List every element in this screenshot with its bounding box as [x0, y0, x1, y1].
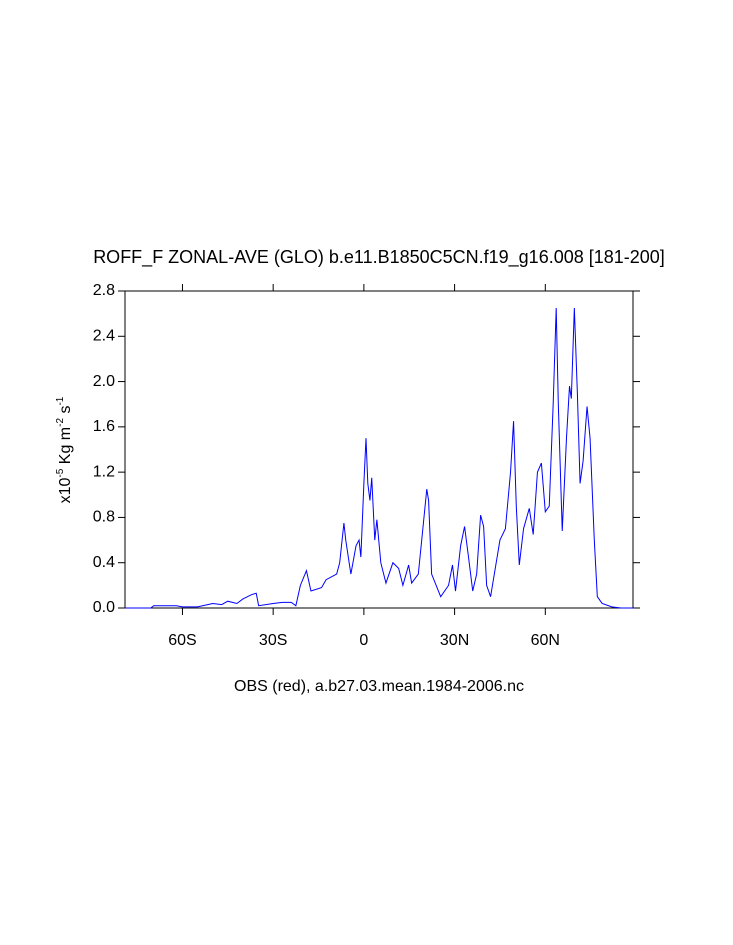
x-axis-label: OBS (red), a.b27.03.mean.1984-2006.nc [234, 678, 524, 695]
y-label-part: s [57, 406, 74, 418]
y-label-part: -1 [55, 396, 66, 405]
data-line [125, 307, 633, 609]
y-tick-label: 1.2 [93, 463, 115, 480]
y-tick-label: 0.4 [93, 554, 115, 571]
x-tick-label: 30S [259, 632, 287, 649]
x-tick-label: 60N [531, 632, 560, 649]
x-tick-label: 30N [440, 632, 469, 649]
y-tick-label: 1.6 [93, 418, 115, 435]
y-tick-label: 2.8 [93, 282, 115, 299]
y-axis-label: x10-5 Kg m-2 s-1 [55, 396, 75, 503]
y-label-part: -5 [55, 468, 66, 477]
x-tick-label: 0 [359, 632, 368, 649]
y-label-part: -2 [55, 418, 66, 427]
y-tick-label: 0.8 [93, 509, 115, 526]
plot-frame [124, 290, 634, 609]
chart-title: ROFF_F ZONAL-AVE (GLO) b.e11.B1850C5CN.f… [93, 247, 665, 268]
y-tick-label: 0.0 [93, 599, 115, 616]
y-label-part: x10 [57, 477, 74, 503]
y-tick-label: 2.0 [93, 373, 115, 390]
y-label-part: Kg m [57, 427, 74, 469]
x-tick-label: 60S [168, 632, 196, 649]
y-tick-label: 2.4 [93, 328, 115, 345]
